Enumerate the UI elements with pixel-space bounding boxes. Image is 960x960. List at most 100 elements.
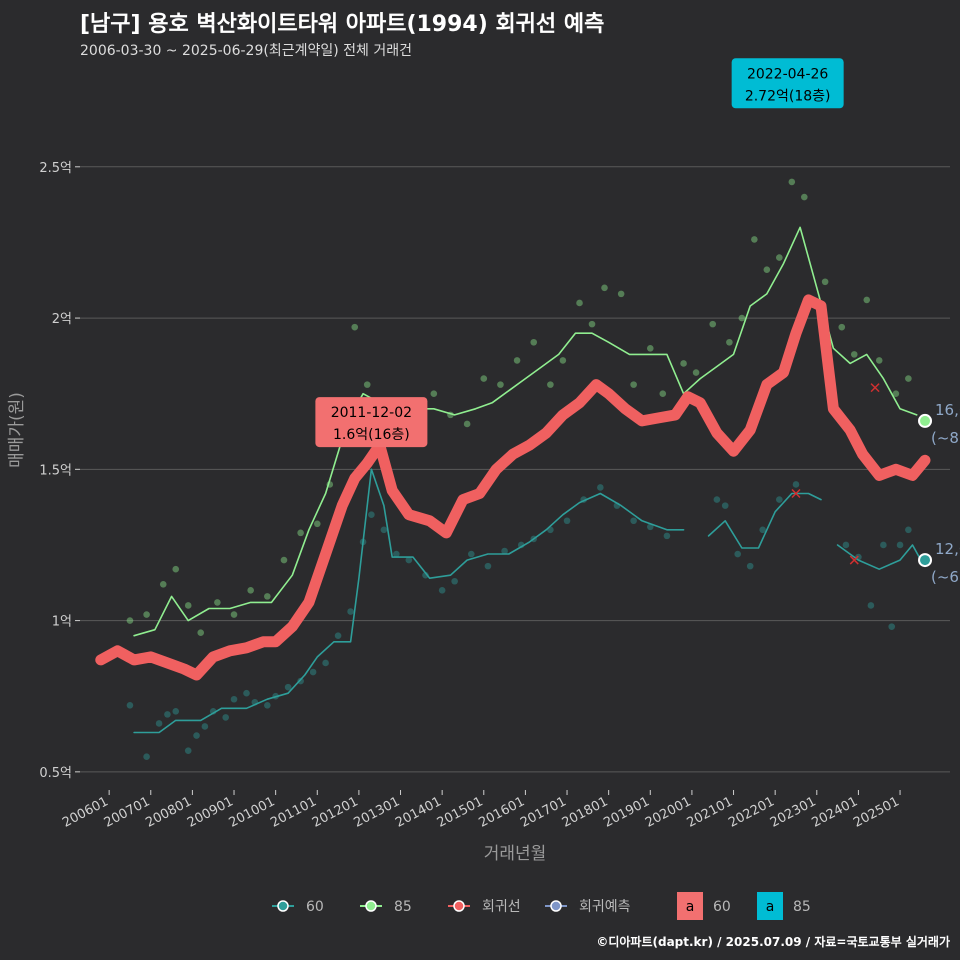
scatter-point-85 bbox=[513, 357, 521, 364]
series-line-60 bbox=[836, 544, 922, 570]
scatter-point-85 bbox=[630, 381, 637, 388]
scatter-point-85 bbox=[280, 556, 288, 564]
scatter-point-60 bbox=[467, 550, 475, 558]
scatter-point-60 bbox=[713, 496, 721, 503]
end-value-label: 16,600 bbox=[935, 401, 960, 419]
scatter-point-85 bbox=[497, 381, 504, 388]
scatter-point-85 bbox=[247, 587, 254, 594]
scatter-point-85 bbox=[659, 390, 667, 397]
x-tick-label: 202201 bbox=[726, 794, 777, 831]
scatter-point-60 bbox=[597, 484, 604, 491]
scatter-point-85 bbox=[264, 593, 271, 600]
scatter-point-85 bbox=[480, 375, 488, 382]
end-labels: 16,600 (~85㎡) 12,000 (~60㎡) bbox=[918, 401, 960, 586]
legend-box-text: a bbox=[686, 899, 695, 915]
forecast-cross bbox=[849, 555, 859, 565]
scatter-point-60 bbox=[484, 562, 492, 570]
series-lines bbox=[95, 226, 931, 734]
scatter-point-60 bbox=[451, 577, 458, 585]
scatter-point-60 bbox=[347, 608, 354, 615]
scatter-point-60 bbox=[284, 683, 292, 691]
y-tick-label: 1.5억 bbox=[39, 463, 72, 478]
annotation-date: 2022-04-26 bbox=[747, 66, 828, 82]
x-tick-label: 201101 bbox=[268, 794, 319, 831]
end-marker-60 bbox=[918, 553, 933, 568]
scatter-point-85 bbox=[143, 611, 150, 618]
scatter-point-85 bbox=[709, 320, 717, 328]
scatter-point-60 bbox=[896, 541, 904, 549]
forecast-cross bbox=[870, 383, 880, 393]
series-line-60 bbox=[133, 468, 685, 734]
x-tick-label: 201901 bbox=[601, 794, 652, 831]
scatter-point-85 bbox=[197, 629, 205, 636]
scatter-point-85 bbox=[738, 314, 746, 322]
end-area-label: (~85㎡) bbox=[931, 429, 960, 447]
annotation-date: 2011-12-02 bbox=[331, 405, 412, 421]
scatter-point-60 bbox=[746, 562, 754, 570]
scatter-point-60 bbox=[867, 602, 875, 609]
series-line-60 bbox=[707, 492, 822, 549]
x-axis-title: 거래년월 bbox=[484, 844, 547, 864]
legend-box-text: a bbox=[766, 899, 775, 915]
scatter-point-60 bbox=[143, 753, 150, 761]
scatter-point-60 bbox=[422, 571, 429, 579]
scatter-point-85 bbox=[838, 323, 846, 331]
x-tick-label: 201601 bbox=[476, 794, 527, 831]
scatter-point-85 bbox=[776, 254, 783, 261]
legend-marker bbox=[277, 900, 289, 912]
grid-lines bbox=[80, 166, 950, 773]
scatter-point-60 bbox=[201, 723, 209, 730]
scatter-point-60 bbox=[630, 517, 637, 525]
legend-label: 회귀선 bbox=[482, 899, 521, 915]
end-area-label: (~60㎡) bbox=[931, 568, 960, 586]
legend-label: 회귀예측 bbox=[579, 899, 631, 915]
scatter-point-85 bbox=[363, 381, 371, 388]
y-axis-title: 매매가(원) bbox=[7, 392, 27, 468]
x-tick-label: 200701 bbox=[102, 794, 153, 831]
scatter-point-85 bbox=[692, 369, 700, 376]
legend-marker bbox=[550, 900, 562, 912]
scatter-point-85 bbox=[559, 357, 567, 364]
scatter-point-85 bbox=[680, 360, 687, 367]
scatter-point-85 bbox=[801, 193, 808, 201]
scatter-point-85 bbox=[576, 299, 583, 307]
x-tick-label: 201501 bbox=[435, 794, 486, 831]
forecast-cross bbox=[791, 488, 801, 499]
annotation-box bbox=[731, 58, 844, 109]
scatter-point-85 bbox=[184, 602, 192, 609]
scatter-point-60 bbox=[663, 532, 671, 540]
scatter-point-60 bbox=[126, 701, 134, 709]
scatter-point-60 bbox=[243, 689, 250, 697]
scatter-point-85 bbox=[788, 178, 796, 186]
scatter-point-85 bbox=[588, 320, 596, 328]
series-line-85 bbox=[412, 226, 918, 416]
x-tick-label: 201301 bbox=[352, 794, 403, 831]
scatter-point-60 bbox=[184, 747, 192, 754]
scatter-point-60 bbox=[368, 511, 375, 519]
y-tick-label: 2억 bbox=[52, 312, 72, 327]
chart-subtitle: 2006-03-30 ~ 2025-06-29(최근계약일) 전체 거래건 bbox=[80, 43, 412, 59]
annotation-price: 1.6억(16층) bbox=[333, 427, 410, 443]
scatter-point-60 bbox=[501, 547, 508, 555]
scatter-point-60 bbox=[734, 550, 742, 558]
scatter-point-85 bbox=[313, 520, 321, 528]
scatter-point-85 bbox=[863, 296, 871, 304]
legend-label: 60 bbox=[713, 899, 731, 915]
scatter-point-60 bbox=[334, 632, 342, 640]
end-marker-85 bbox=[918, 413, 933, 428]
x-tick-label: 200901 bbox=[185, 794, 236, 831]
legend-marker bbox=[365, 900, 377, 912]
y-tick-label: 2.5억 bbox=[39, 161, 72, 176]
scatter-point-85 bbox=[126, 617, 134, 624]
x-tick-label: 202001 bbox=[643, 794, 694, 831]
legend-label: 85 bbox=[394, 899, 412, 915]
scatter-point-85 bbox=[230, 611, 238, 618]
scatter-point-60 bbox=[230, 695, 238, 703]
scatter-point-60 bbox=[297, 677, 304, 685]
scatter-point-60 bbox=[393, 550, 400, 558]
scatter-point-85 bbox=[530, 338, 538, 346]
scatter-point-60 bbox=[563, 517, 571, 525]
end-value-label: 12,000 bbox=[935, 540, 960, 558]
scatter-point-85 bbox=[159, 580, 167, 588]
legend-label: 85 bbox=[793, 899, 811, 915]
